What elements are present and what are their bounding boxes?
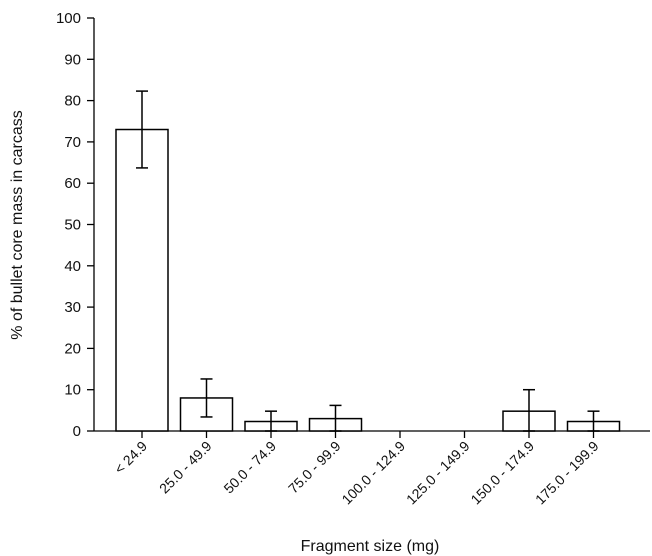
x-tick-label: 150.0 - 174.9 [467, 438, 537, 508]
y-tick-label: 50 [64, 217, 81, 234]
error-bar [136, 90, 148, 169]
x-axis-title: Fragment size (mg) [301, 538, 440, 555]
error-bar [523, 388, 535, 432]
y-tick-label: 60 [64, 175, 81, 192]
error-bar [587, 410, 600, 432]
x-tick-label: 25.0 - 49.9 [156, 438, 215, 497]
x-tick-label: 100.0 - 124.9 [338, 438, 408, 508]
y-tick-label: 80 [64, 93, 81, 110]
y-tick-label: 70 [64, 134, 81, 151]
x-tick-label: 125.0 - 149.9 [403, 438, 473, 508]
error-bars [136, 90, 600, 432]
y-axis-title: % of bullet core mass in carcass [9, 110, 26, 339]
x-tick-label: 75.0 - 99.9 [285, 438, 344, 497]
bars [115, 128, 621, 432]
y-tick-label: 10 [64, 382, 81, 399]
y-tick-label: 40 [64, 258, 81, 275]
y-tick-label: 90 [64, 51, 81, 68]
x-tick-label: < 24.9 [111, 438, 150, 477]
x-tick-label: 50.0 - 74.9 [220, 438, 279, 497]
bar [115, 128, 169, 432]
y-tick-label: 0 [73, 423, 81, 440]
y-axis: 0 10 20 30 40 50 60 70 80 90 100 [56, 10, 95, 440]
y-tick-label: 100 [56, 10, 81, 27]
x-tick-labels: < 24.9 25.0 - 49.9 50.0 - 74.9 75.0 - 99.91… [111, 438, 602, 508]
error-bar [265, 410, 277, 432]
y-tick-label: 20 [64, 340, 81, 357]
x-axis [94, 430, 650, 438]
x-tick-label: 175.0 - 199.9 [532, 438, 602, 508]
y-tick-label: 30 [64, 299, 81, 316]
error-bar [329, 404, 342, 432]
error-bar [200, 378, 213, 418]
